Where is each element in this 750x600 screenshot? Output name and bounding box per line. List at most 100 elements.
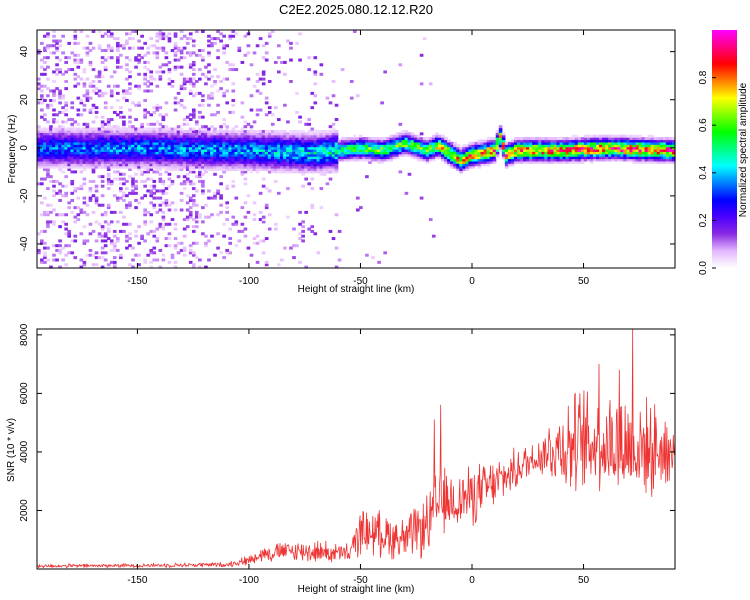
heatmap-cell: [277, 158, 281, 162]
heatmap-cell: [468, 144, 473, 148]
heatmap-cell: [201, 149, 205, 152]
heatmap-cell: [535, 139, 539, 143]
heatmap-cell: [301, 160, 305, 164]
heatmap-cell: [313, 232, 318, 236]
heatmap-cell: [49, 127, 53, 131]
heatmap-cell: [495, 139, 500, 143]
heatmap-cell: [425, 160, 430, 164]
heatmap-cell: [219, 203, 223, 207]
heatmap-cell: [298, 32, 302, 36]
heatmap-cell: [283, 168, 287, 172]
heatmap-cell: [486, 151, 491, 155]
heatmap-cell: [43, 163, 47, 167]
heatmap-cell: [112, 234, 117, 238]
heatmap-cell: [547, 156, 552, 160]
heatmap-cell: [222, 51, 226, 55]
heatmap-cell: [70, 144, 75, 148]
heatmap-cell: [49, 156, 53, 160]
heatmap-cell: [191, 203, 196, 207]
heatmap-cell: [137, 137, 141, 141]
heatmap-cell: [143, 72, 147, 76]
heatmap-cell: [185, 160, 190, 164]
heatmap-cell: [204, 146, 208, 150]
heatmap-cell: [632, 146, 637, 150]
heatmap-cell: [550, 158, 555, 162]
heatmap-cell: [119, 106, 123, 110]
heatmap-cell: [513, 149, 518, 152]
heatmap-cell: [641, 144, 646, 148]
heatmap-cell: [580, 158, 585, 162]
heatmap-cell: [255, 129, 260, 133]
heatmap-cell: [596, 151, 600, 155]
heatmap-cell: [176, 49, 181, 53]
heatmap-cell: [258, 91, 263, 95]
heatmap-cell: [191, 134, 196, 138]
heatmap-cell: [356, 141, 360, 145]
heatmap-cell: [103, 106, 108, 110]
heatmap-cell: [70, 170, 75, 174]
heatmap-cell: [146, 156, 151, 160]
heatmap-cell: [662, 137, 667, 141]
heatmap-cell: [82, 108, 87, 112]
heatmap-cell: [504, 146, 509, 150]
heatmap-cell: [43, 141, 47, 145]
heatmap-cell: [152, 110, 157, 114]
heatmap-cell: [52, 99, 56, 102]
heatmap-cell: [553, 149, 558, 152]
heatmap-cell: [140, 34, 144, 38]
heatmap-cell: [146, 110, 151, 114]
heatmap-cell: [167, 127, 172, 131]
heatmap-cell: [158, 156, 163, 160]
heatmap-cell: [70, 118, 75, 122]
heatmap-cell: [219, 168, 223, 172]
heatmap-cell: [143, 179, 147, 183]
heatmap-cell: [222, 146, 226, 150]
heatmap-cell: [456, 151, 460, 155]
heatmap-cell: [207, 96, 211, 100]
heatmap-cell: [125, 165, 129, 169]
heatmap-cell: [91, 120, 96, 124]
heatmap-cell: [280, 146, 284, 150]
heatmap-cell: [185, 146, 190, 150]
heatmap-cell: [504, 163, 509, 167]
heatmap-cell: [161, 165, 166, 169]
heatmap-cell: [88, 132, 93, 136]
heatmap-cell: [307, 163, 312, 167]
heatmap-cell: [395, 153, 400, 157]
heatmap-cell: [638, 160, 643, 164]
heatmap-cell: [91, 179, 96, 183]
heatmap-cell: [425, 158, 430, 162]
heatmap-cell: [37, 160, 41, 164]
heatmap-cell: [146, 165, 151, 169]
heatmap-cell: [495, 151, 500, 155]
heatmap-cell: [161, 179, 166, 183]
heatmap-cell: [359, 156, 363, 160]
heatmap-cell: [273, 165, 278, 169]
heatmap-cell: [456, 158, 460, 162]
heatmap-cell: [149, 149, 154, 152]
heatmap-cell: [194, 151, 199, 155]
heatmap-cell: [468, 160, 473, 164]
heatmap-cell: [413, 151, 418, 155]
heatmap-cell: [541, 153, 545, 157]
heatmap-cell: [88, 232, 93, 236]
heatmap-cell: [115, 220, 120, 224]
heatmap-cell: [325, 144, 330, 148]
heatmap-cell: [170, 144, 175, 148]
heatmap-cell: [49, 220, 53, 224]
heatmap-cell: [58, 141, 62, 145]
heatmap-cell: [307, 146, 312, 150]
heatmap-cell: [76, 146, 81, 150]
heatmap-cell: [407, 137, 412, 141]
heatmap-cell: [143, 110, 147, 114]
heatmap-cell: [647, 144, 652, 148]
heatmap-cell: [632, 134, 637, 138]
heatmap-cell: [407, 144, 412, 148]
heatmap-cell: [216, 213, 220, 217]
heatmap-cell: [137, 46, 141, 50]
heatmap-cell: [529, 156, 533, 160]
heatmap-cell: [119, 141, 123, 145]
heatmap-cell: [91, 144, 96, 148]
heatmap-cell: [43, 196, 47, 200]
